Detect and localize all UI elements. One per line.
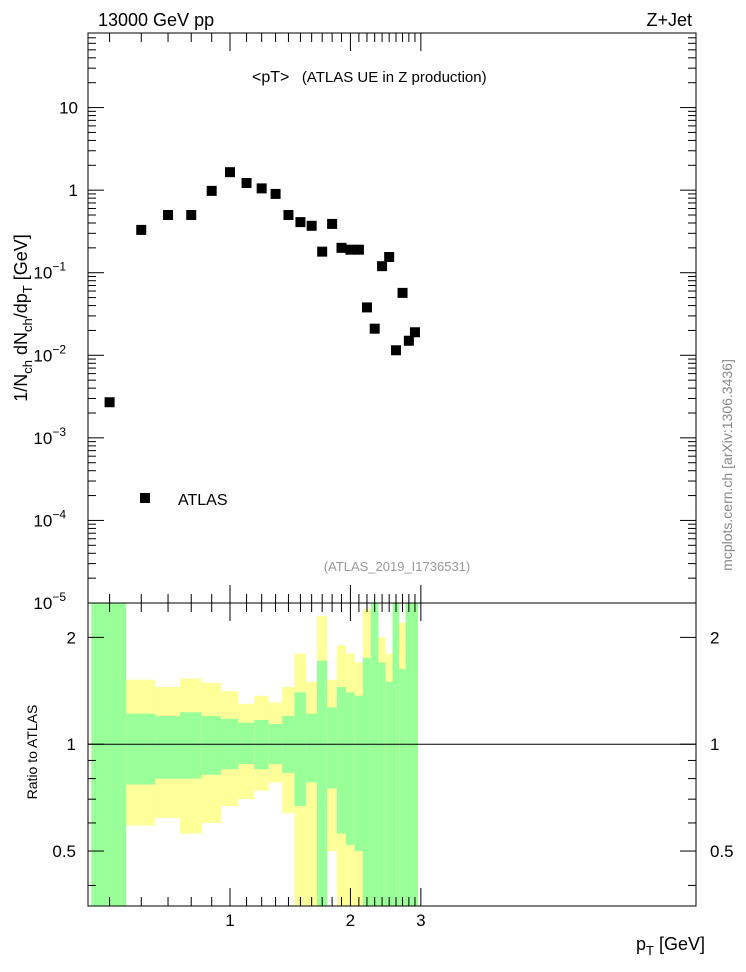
ratio-green-band: [362, 657, 371, 906]
data-point: [353, 244, 364, 255]
y-tick-label: 10−4: [33, 507, 66, 530]
ratio-green-band: [346, 692, 355, 845]
data-point: [163, 209, 174, 220]
data-point: [306, 220, 317, 231]
ratio-ticks: [88, 603, 696, 906]
xlabel-p: p: [636, 934, 646, 954]
ratio-y-tick-label-right: 0.5: [710, 842, 734, 861]
x-tick-label: 1: [225, 911, 234, 930]
ratio-green-band: [126, 713, 156, 785]
header-right: Z+Jet: [646, 10, 692, 30]
ratio-y-tick-labels: 2 2 1 1 0.5 0.5: [52, 628, 733, 861]
data-point: [336, 242, 347, 253]
data-point: [345, 244, 356, 255]
header-left: 13000 GeV pp: [98, 10, 214, 30]
y-axis-label-main: 1/Nch dNch/dpT [GeV]: [11, 234, 35, 402]
data-point: [397, 287, 408, 298]
ratio-green-band: [238, 722, 255, 764]
data-point: [377, 261, 388, 272]
side-label: mcplots.cern.ch [arXiv:1306.3436]: [719, 359, 735, 571]
data-point: [409, 327, 420, 338]
xlabel-unit: [GeV]: [654, 934, 705, 954]
ratio-green-band: [405, 603, 412, 906]
y-tick-label: 1: [69, 181, 78, 200]
ratio-y-tick-label-right: 1: [710, 735, 719, 754]
ratio-bands: [91, 603, 418, 906]
ratio-yellow-band: [306, 681, 317, 906]
data-point: [241, 178, 252, 189]
main-ticks: [88, 32, 696, 604]
ratio-panel: 2 2 1 1 0.5 0.5 1 2 3 Ratio to ATLAS pT [GeV]: [24, 602, 734, 958]
y-tick-label: 10−5: [33, 590, 66, 613]
ratio-green-band: [370, 603, 379, 906]
y-tick-label: 10−1: [33, 260, 66, 283]
ratio-green-band: [294, 692, 307, 806]
ratio-green-band: [201, 716, 222, 775]
ratio-green-band: [399, 668, 406, 906]
x-tick-labels: 1 2 3: [225, 911, 425, 930]
data-point: [390, 345, 401, 356]
data-point: [283, 209, 294, 220]
ratio-green-band: [180, 712, 202, 779]
data-point: [327, 218, 338, 229]
y-tick-label: 10−2: [33, 342, 66, 365]
data-point: [104, 397, 115, 408]
ratio-y-tick-label: 1: [67, 735, 76, 754]
ratio-green-band: [411, 603, 418, 906]
data-point: [384, 251, 395, 262]
main-frame: [87, 32, 697, 604]
xlabel-sub-t: T: [646, 943, 654, 958]
analysis-id: (ATLAS_2019_I1736531): [324, 559, 470, 574]
main-panel: 10 1 10−1 10−2 10−3 10−4 10−5 <pT> (ATLAS UE i…: [11, 32, 697, 613]
plot-title-sub: (ATLAS UE in Z production): [302, 69, 487, 86]
ylabel-part-2: dN: [11, 332, 31, 360]
legend-label: ATLAS: [178, 492, 228, 509]
plot-title-main: <pT>: [252, 69, 289, 86]
ratio-green-band: [378, 662, 386, 906]
data-point: [317, 246, 328, 257]
ratio-y-axis-label: Ratio to ATLAS: [24, 705, 40, 800]
plot-title: <pT> (ATLAS UE in Z production): [252, 69, 487, 86]
main-y-tick-labels: 10 1 10−1 10−2 10−3 10−4 10−5: [33, 99, 78, 613]
ylabel-sub-t: T: [20, 285, 35, 293]
ratio-green-band: [327, 707, 337, 789]
legend-marker: [140, 493, 150, 503]
x-tick-label: 2: [346, 911, 355, 930]
data-point: [361, 302, 372, 313]
ylabel-part-3: /dp: [11, 293, 31, 318]
x-tick-label: 3: [416, 911, 425, 930]
data-point: [369, 323, 380, 334]
ratio-green-band: [392, 603, 400, 906]
ylabel-unit: [GeV]: [11, 234, 31, 285]
ratio-green-band: [91, 603, 127, 906]
data-point: [270, 188, 281, 199]
ratio-y-tick-label: 0.5: [52, 842, 76, 861]
ratio-green-band: [316, 660, 328, 906]
data-point: [225, 167, 235, 178]
ylabel-sub-ch-2: ch: [20, 318, 35, 332]
data-point: [403, 335, 414, 346]
data-point: [295, 217, 306, 228]
ylabel-part-1: 1/N: [11, 374, 31, 402]
ratio-y-tick-label: 2: [67, 628, 76, 647]
data-point: [136, 224, 147, 235]
ratio-green-band: [155, 716, 181, 779]
ratio-green-band: [306, 713, 317, 783]
x-axis-label: pT [GeV]: [636, 934, 705, 958]
ratio-green-band: [354, 695, 363, 852]
y-tick-label: 10: [59, 99, 78, 118]
data-point: [256, 183, 267, 194]
data-point: [206, 185, 217, 196]
ratio-green-band: [385, 681, 393, 906]
ratio-frame: [87, 602, 697, 907]
ratio-y-tick-label-right: 2: [710, 628, 719, 647]
ratio-green-band: [336, 686, 347, 834]
data-point: [186, 209, 197, 220]
ylabel-sub-ch: ch: [20, 360, 35, 374]
y-tick-label: 10−3: [33, 425, 66, 448]
data-points-atlas: [104, 167, 420, 408]
